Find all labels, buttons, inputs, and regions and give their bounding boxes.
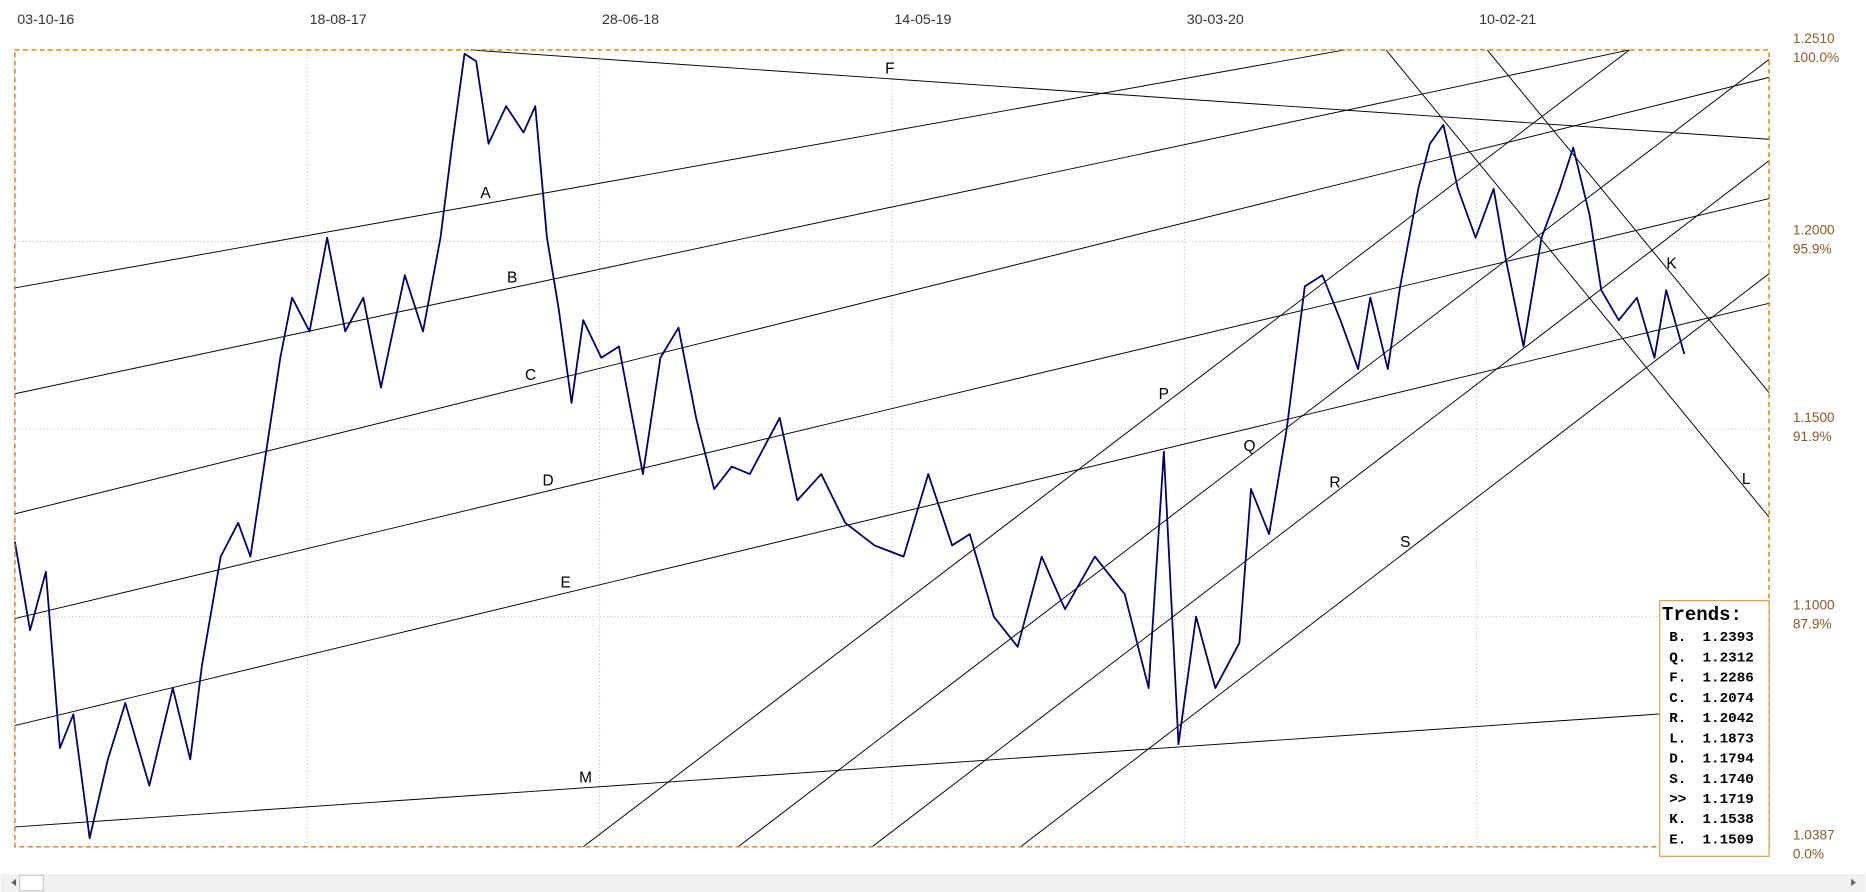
trend-value: 1.1740 (1702, 772, 1753, 788)
plot-frame (14, 49, 1770, 848)
trend-label: C (525, 367, 536, 384)
trend-line (14, 49, 1345, 289)
trend-line (14, 76, 1770, 515)
trend-label: P (1159, 386, 1169, 403)
trend-key: K. (1669, 812, 1686, 828)
trend-key: F. (1669, 671, 1686, 687)
scroll-left[interactable] (11, 878, 17, 887)
y-tick-label: 1.1500 (1793, 410, 1835, 425)
trend-value: 1.1719 (1702, 792, 1753, 808)
y-tick-label: 1.2000 (1793, 222, 1835, 237)
trend-value: 1.1794 (1702, 752, 1754, 768)
trend-value: 1.2286 (1702, 671, 1753, 687)
trend-line (14, 713, 1660, 828)
y-tick-percent-label: 0.0% (1793, 847, 1824, 862)
trend-key: D. (1669, 752, 1686, 768)
trend-key: R. (1669, 711, 1686, 727)
y-tick-label: 1.2510 (1793, 31, 1835, 46)
trend-value: 1.1538 (1702, 812, 1753, 828)
trend-label: S (1400, 534, 1410, 551)
trend-value: 1.2074 (1702, 691, 1754, 707)
trend-label: A (480, 185, 491, 202)
scroll-thumb[interactable] (18, 874, 44, 892)
y-tick-percent-label: 100.0% (1793, 50, 1839, 65)
scroll-track[interactable] (0, 874, 1866, 892)
trend-line (14, 198, 1770, 620)
x-tick-label: 03-10-16 (17, 12, 74, 28)
trend-value: 1.1873 (1702, 731, 1753, 747)
trend-value: 1.2393 (1702, 630, 1753, 646)
price-line (13, 52, 1686, 840)
trend-line (1385, 49, 1770, 518)
y-tick-percent-label: 91.9% (1793, 429, 1832, 444)
y-tick-label: 1.1000 (1793, 598, 1835, 613)
x-tick-label: 28-06-18 (602, 12, 659, 28)
trend-label: M (579, 769, 592, 786)
trend-key: B. (1669, 630, 1686, 646)
price (13, 52, 1686, 840)
trend-key: Q. (1669, 650, 1686, 666)
axis-labels: 03-10-16 18-08-17 28-06-18 14-05-19 30-03-20… (17, 12, 1839, 862)
trends-box-frame (1659, 600, 1770, 857)
trend-line (582, 49, 1630, 848)
trend-key: E. (1669, 832, 1686, 848)
trend-value: 1.2312 (1702, 650, 1753, 666)
trend-key: C. (1669, 691, 1686, 707)
trend-label: L (1742, 471, 1751, 488)
trend-label: D (543, 472, 554, 489)
trend-label: F (885, 60, 894, 77)
trend-key: >> (1669, 792, 1686, 808)
trend-key: S. (1669, 772, 1686, 788)
trend-line (871, 160, 1770, 848)
trend-label: B (507, 269, 517, 286)
x-tick-label: 10-02-21 (1479, 12, 1536, 28)
trend-value: 1.1509 (1702, 832, 1753, 848)
scroll-right[interactable] (1851, 878, 1856, 887)
trend-line (14, 302, 1770, 727)
trend-line (470, 49, 1770, 140)
trend-line (737, 58, 1770, 848)
trend-label: Q (1243, 438, 1255, 455)
trend-key: L. (1669, 731, 1686, 747)
y-tick-percent-label: 87.9% (1793, 617, 1832, 632)
y-tick-label: 1.0387 (1793, 828, 1835, 843)
trends-box: Trends: B. 1.2393 Q. 1.2312 F. 1.2286 C. 1.2074… (1659, 600, 1770, 857)
trends-title: Trends: (1662, 604, 1742, 626)
trend-value: 1.2042 (1702, 711, 1753, 727)
x-tick-label: 14-05-19 (894, 12, 951, 28)
trend-line (1020, 273, 1770, 848)
x-tick-label: 18-08-17 (310, 12, 367, 28)
trend-label: E (561, 575, 571, 592)
trend-line (1486, 49, 1770, 393)
x-tick-label: 30-03-20 (1187, 12, 1244, 28)
scrollbar[interactable] (0, 874, 1866, 892)
trend-label: K (1666, 256, 1677, 273)
trend-label: R (1329, 474, 1340, 491)
y-tick-percent-label: 95.9% (1793, 241, 1832, 256)
